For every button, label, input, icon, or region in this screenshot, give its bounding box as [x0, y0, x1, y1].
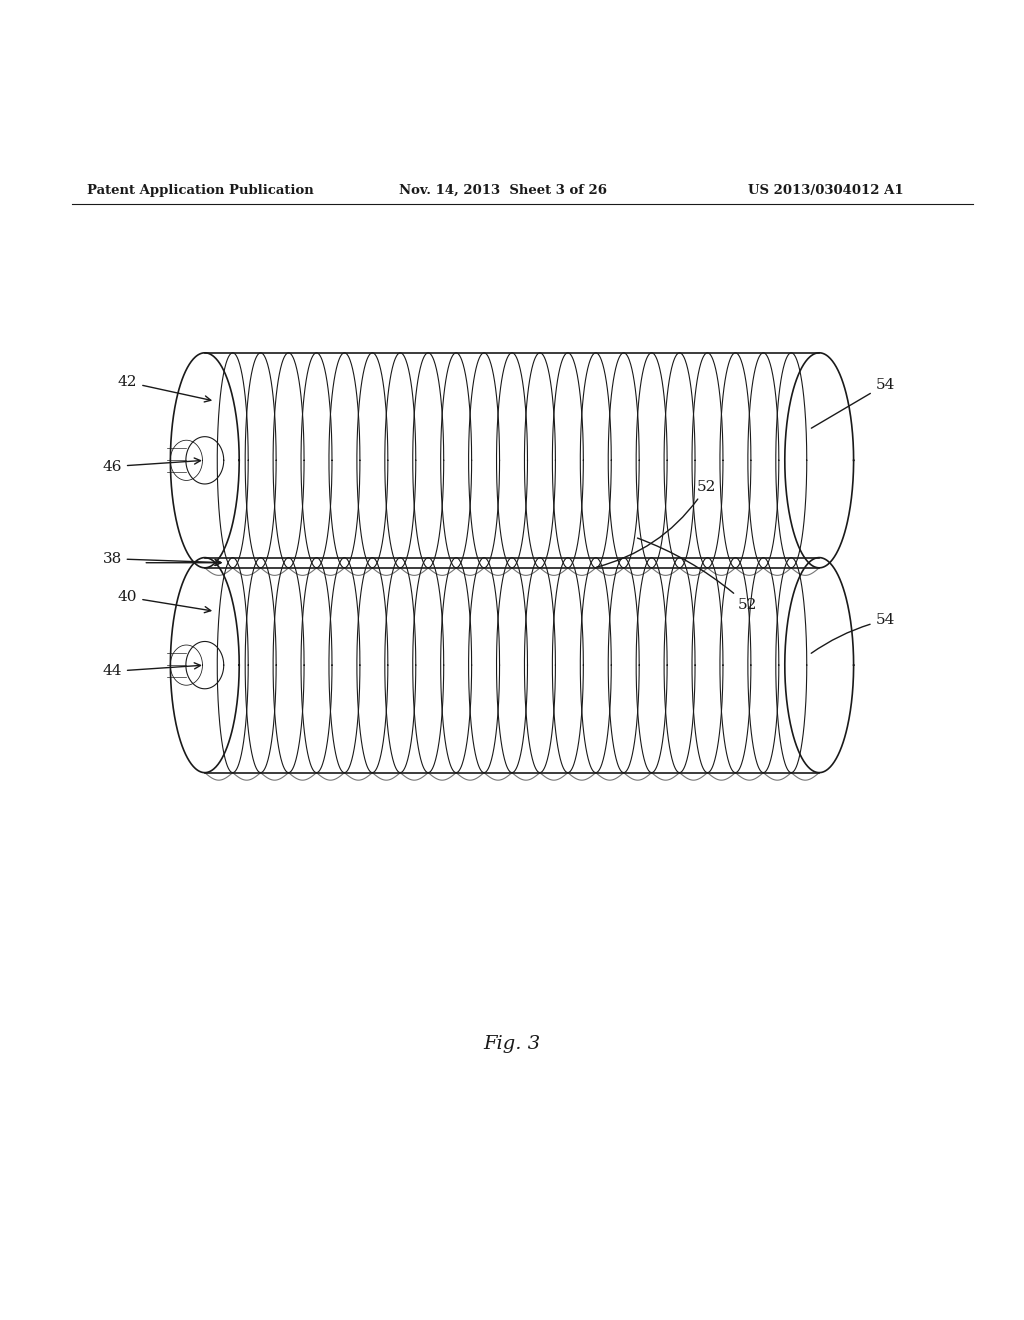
Text: 44: 44: [102, 663, 201, 678]
Text: 54: 54: [811, 378, 895, 428]
Text: 40: 40: [118, 590, 211, 612]
Text: Nov. 14, 2013  Sheet 3 of 26: Nov. 14, 2013 Sheet 3 of 26: [399, 183, 607, 197]
Text: 42: 42: [118, 375, 211, 403]
Text: 52: 52: [597, 480, 716, 568]
Text: 38: 38: [102, 552, 221, 566]
Text: 52: 52: [638, 539, 757, 611]
Text: Fig. 3: Fig. 3: [483, 1035, 541, 1053]
Text: US 2013/0304012 A1: US 2013/0304012 A1: [748, 183, 903, 197]
Text: 54: 54: [811, 614, 895, 653]
Text: Patent Application Publication: Patent Application Publication: [87, 183, 313, 197]
Text: 46: 46: [102, 458, 201, 474]
